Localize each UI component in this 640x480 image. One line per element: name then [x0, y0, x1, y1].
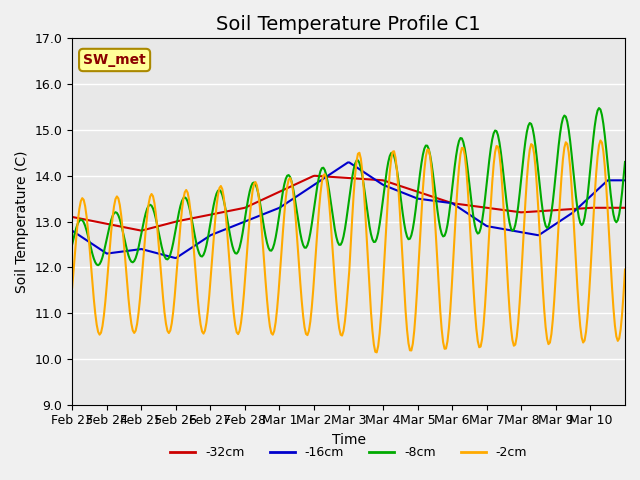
-16cm [68, 228, 76, 234]
-32cm [87, 218, 95, 224]
-8cm [546, 218, 554, 224]
-2cm [596, 138, 604, 144]
-2cm [353, 158, 360, 164]
-8cm [68, 241, 76, 247]
-32cm [104, 221, 112, 227]
-2cm [68, 285, 76, 290]
-32cm [311, 173, 319, 179]
Y-axis label: Soil Temperature (C): Soil Temperature (C) [15, 150, 29, 293]
-32cm [620, 205, 627, 211]
-16cm [620, 178, 627, 183]
-16cm [548, 224, 556, 230]
-2cm [620, 291, 627, 297]
-8cm [621, 159, 629, 165]
-2cm [546, 340, 554, 346]
Title: Soil Temperature Profile C1: Soil Temperature Profile C1 [216, 15, 481, 34]
-32cm [68, 214, 76, 220]
-16cm [172, 255, 180, 261]
-16cm [87, 240, 95, 246]
-16cm [465, 212, 473, 217]
-2cm [621, 267, 629, 273]
-32cm [465, 203, 473, 208]
-8cm [620, 175, 627, 180]
Line: -8cm: -8cm [72, 108, 625, 265]
-16cm [104, 251, 112, 256]
-8cm [106, 223, 113, 228]
-16cm [621, 178, 629, 183]
-16cm [356, 166, 364, 172]
-2cm [104, 264, 112, 270]
-8cm [464, 167, 472, 172]
-8cm [87, 245, 95, 251]
-2cm [87, 262, 95, 267]
-8cm [595, 105, 603, 111]
Line: -32cm: -32cm [72, 176, 625, 230]
-32cm [621, 205, 629, 211]
-32cm [138, 228, 145, 233]
Line: -2cm: -2cm [72, 141, 625, 352]
-16cm [344, 159, 352, 165]
Legend: -32cm, -16cm, -8cm, -2cm: -32cm, -16cm, -8cm, -2cm [165, 442, 532, 465]
-8cm [354, 157, 362, 163]
-32cm [356, 176, 364, 181]
Line: -16cm: -16cm [72, 162, 625, 258]
-32cm [548, 207, 556, 213]
Text: SW_met: SW_met [83, 53, 146, 67]
-2cm [373, 349, 381, 355]
-8cm [94, 262, 102, 268]
-2cm [464, 185, 472, 191]
X-axis label: Time: Time [332, 433, 365, 447]
